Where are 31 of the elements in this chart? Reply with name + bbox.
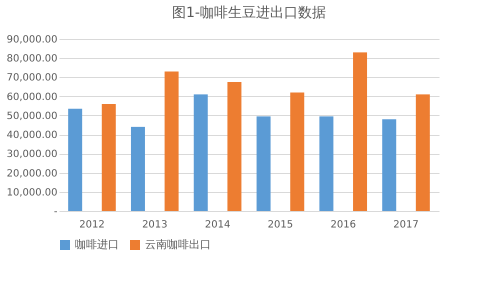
bar xyxy=(194,94,208,211)
bar xyxy=(290,92,304,211)
bar xyxy=(102,104,116,211)
bar xyxy=(68,108,82,211)
x-tick-label: 2015 xyxy=(268,220,294,230)
y-tick-label: 40,000.00 xyxy=(6,130,58,142)
bar xyxy=(164,71,179,211)
y-tick-label: 60,000.00 xyxy=(6,92,58,103)
x-tick-label: 2012 xyxy=(79,220,105,230)
bar xyxy=(382,119,396,211)
bar xyxy=(256,116,271,211)
chart-title: 图1-咖啡生豆进出口数据 xyxy=(172,5,326,21)
legend-label: 云南咖啡出口 xyxy=(145,238,211,251)
x-tick-label: 2016 xyxy=(330,220,356,230)
y-tick-label: 10,000.00 xyxy=(6,187,58,198)
y-tick-label: 20,000.00 xyxy=(6,168,58,180)
x-tick-label: 2014 xyxy=(204,220,230,230)
y-tick-label: 90,000.00 xyxy=(6,34,58,46)
y-tick-label: - xyxy=(54,206,58,218)
bar xyxy=(319,116,334,211)
y-tick-label: 70,000.00 xyxy=(6,72,58,84)
y-tick-label: 30,000.00 xyxy=(6,149,58,160)
x-tick-label: 2017 xyxy=(393,220,419,230)
y-tick-label: 80,000.00 xyxy=(6,54,58,65)
bar xyxy=(130,126,145,211)
bar xyxy=(227,82,242,211)
bar xyxy=(353,52,368,211)
x-tick-label: 2013 xyxy=(142,220,168,230)
legend-label: 咖啡进口 xyxy=(75,238,119,251)
bar xyxy=(416,94,430,211)
y-tick-label: 50,000.00 xyxy=(6,110,58,122)
